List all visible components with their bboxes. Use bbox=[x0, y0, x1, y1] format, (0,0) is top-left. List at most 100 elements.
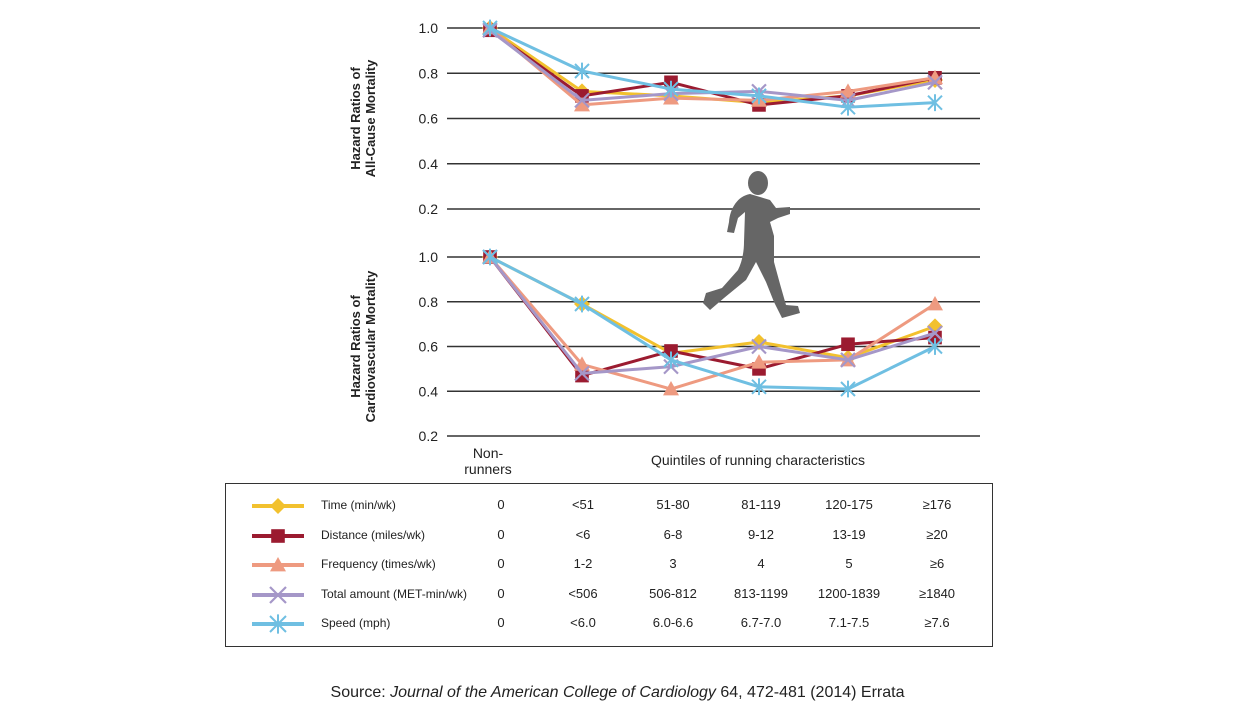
y-axis-label: All-Cause Mortality bbox=[363, 59, 378, 178]
data-point bbox=[927, 295, 943, 311]
legend-cell: <51 bbox=[571, 497, 595, 512]
data-point bbox=[840, 83, 856, 98]
data-point bbox=[841, 337, 855, 352]
data-point bbox=[840, 98, 856, 116]
series-line bbox=[489, 26, 936, 107]
data-point bbox=[574, 295, 590, 313]
data-point bbox=[840, 352, 856, 368]
legend-row: Frequency (times/wk) 0 1-2 3 4 5 ≥6 bbox=[226, 553, 992, 577]
legend-cell: 0 bbox=[497, 556, 505, 571]
legend-cell: 6.7-7.0 bbox=[740, 615, 782, 630]
data-point bbox=[751, 378, 767, 396]
data-point bbox=[927, 94, 943, 112]
legend-marker bbox=[271, 528, 285, 543]
y-tick-label: 0.2 bbox=[419, 201, 439, 217]
series-4 bbox=[482, 19, 943, 116]
legend-marker bbox=[270, 498, 286, 514]
legend-cell: 6.0-6.6 bbox=[652, 615, 694, 630]
legend-marker bbox=[270, 557, 286, 572]
y-tick-label: 0.8 bbox=[419, 65, 439, 81]
legend-cell: <6 bbox=[575, 526, 591, 542]
legend-marker bbox=[269, 614, 287, 634]
source-suffix: 64, 472-481 (2014) Errata bbox=[715, 684, 905, 701]
data-point bbox=[574, 92, 590, 109]
legend-cell: 6-8 bbox=[663, 526, 683, 542]
legend-swatch bbox=[252, 614, 304, 634]
legend-cell: 1200-1839 bbox=[817, 585, 881, 601]
legend-series-name: Total amount (MET-min/wk) bbox=[321, 586, 468, 601]
x-label-nonrunners-line1: Non- bbox=[473, 445, 504, 461]
legend-cell: 506-812 bbox=[649, 585, 697, 601]
legend-cell: 13-19 bbox=[832, 526, 866, 542]
y-axis-label: Hazard Ratios of bbox=[348, 67, 363, 170]
legend-cell: <506 bbox=[568, 585, 598, 601]
data-point bbox=[927, 338, 943, 355]
data-point bbox=[663, 381, 679, 396]
legend-cell: 0 bbox=[497, 526, 505, 542]
source-prefix: Source: bbox=[330, 684, 391, 701]
data-point bbox=[664, 344, 678, 358]
legend-row: Speed (mph) 0 <6.0 6.0-6.6 6.7-7.0 7.1-7.5 ≥7.… bbox=[226, 612, 992, 636]
legend-swatch bbox=[252, 557, 304, 572]
legend-cell: 0 bbox=[497, 615, 505, 630]
y-axis-label: Hazard Ratios of bbox=[348, 295, 363, 398]
data-point bbox=[751, 87, 767, 105]
legend-cell: 5 bbox=[845, 556, 853, 571]
legend-cell: ≥6 bbox=[929, 556, 945, 571]
legend-cell: 0 bbox=[497, 497, 505, 512]
legend-cell: 813-1199 bbox=[734, 585, 788, 601]
y-tick-label: 0.8 bbox=[419, 294, 439, 310]
y-tick-label: 0.4 bbox=[419, 156, 439, 172]
series-line bbox=[489, 29, 936, 102]
legend-series-name: Distance (miles/wk) bbox=[321, 527, 426, 542]
x-label-quintiles: Quintiles of running characteristics bbox=[651, 452, 865, 468]
y-tick-label: 1.0 bbox=[419, 20, 439, 36]
legend-cell: <6.0 bbox=[570, 615, 596, 630]
legend-cell: 3 bbox=[669, 556, 677, 571]
source-citation: Source: Journal of the American College … bbox=[0, 684, 1235, 702]
legend-cell: 51-80 bbox=[656, 497, 690, 512]
data-point bbox=[751, 354, 767, 369]
legend-cell: 7.1-7.5 bbox=[828, 615, 870, 630]
legend-swatch bbox=[252, 498, 304, 514]
x-axis-labels: Non- runners Quintiles of running charac… bbox=[464, 445, 865, 477]
y-axis-label: Cardiovascular Mortality bbox=[363, 270, 378, 422]
series-4 bbox=[482, 248, 943, 398]
legend-series-name: Speed (mph) bbox=[321, 616, 391, 630]
legend-cell: 4 bbox=[757, 556, 765, 571]
series-1 bbox=[483, 250, 942, 383]
series-line bbox=[489, 255, 936, 391]
legend-cell: 1-2 bbox=[573, 556, 593, 571]
cardiovascular-mortality-panel: 1.0 0.8 0.6 0.4 0.2 Hazard Ratios of Cardiovas… bbox=[348, 248, 980, 444]
legend-cell: ≥7.6 bbox=[924, 615, 950, 630]
series-line bbox=[489, 26, 936, 109]
data-point bbox=[574, 62, 590, 80]
data-point bbox=[927, 325, 943, 341]
data-point bbox=[927, 74, 943, 91]
legend-row: Distance (miles/wk) 0 <6 6-8 9-12 13-19 ≥20 bbox=[226, 524, 992, 548]
y-tick-label: 0.2 bbox=[419, 428, 439, 444]
data-point bbox=[927, 69, 943, 85]
data-point bbox=[840, 380, 856, 398]
legend-series-name: Time (min/wk) bbox=[321, 498, 396, 512]
data-point bbox=[663, 351, 679, 369]
legend-row: Total amount (MET-min/wk) 0 <506 506-812 813… bbox=[226, 583, 992, 607]
data-point bbox=[482, 248, 498, 266]
legend-cell: 0 bbox=[497, 585, 505, 601]
data-point bbox=[575, 368, 589, 383]
data-point bbox=[751, 338, 767, 355]
y-tick-label: 0.6 bbox=[419, 339, 439, 355]
series-line bbox=[488, 256, 936, 391]
legend-cell: ≥176 bbox=[922, 497, 952, 512]
legend-cell: ≥1840 bbox=[918, 585, 956, 601]
data-point bbox=[482, 19, 498, 37]
legend-swatch bbox=[252, 585, 304, 604]
data-point bbox=[663, 80, 679, 98]
y-tick-label: 0.4 bbox=[419, 383, 439, 399]
data-point bbox=[574, 96, 590, 112]
legend-cell: ≥20 bbox=[926, 526, 948, 542]
series-3 bbox=[482, 22, 943, 109]
legend-cell: 120-175 bbox=[825, 497, 873, 512]
series-0 bbox=[482, 20, 943, 111]
